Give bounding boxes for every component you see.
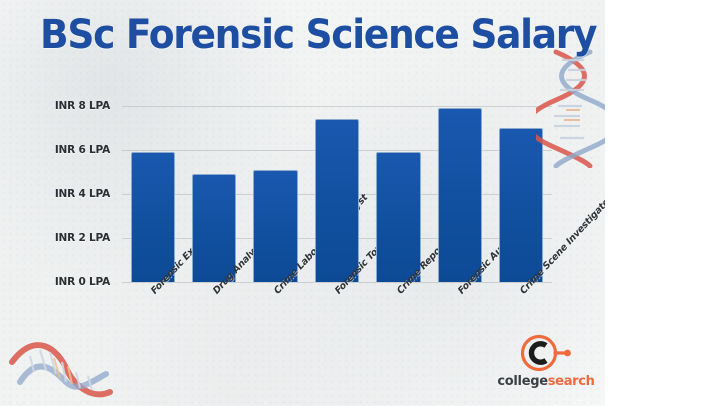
bar <box>253 169 298 282</box>
chart-plot-area: INR 8 LPA INR 6 LPA INR 4 LPA INR 2 LPA INR … <box>55 84 605 297</box>
page-title: BSc Forensic Science Salary <box>40 12 598 58</box>
logo-wordmark: collegesearch <box>492 374 600 389</box>
y-axis-tick-label: INR 2 LPA <box>54 232 110 244</box>
gridline <box>122 282 552 283</box>
logo-word-college: college <box>497 374 548 389</box>
bar <box>130 152 175 282</box>
y-axis-tick-label: INR 6 LPA <box>54 144 110 156</box>
logo-word-search: search <box>547 374 595 389</box>
dna-helix-icon <box>6 336 114 406</box>
y-axis-tick-label: INR 4 LPA <box>54 188 110 200</box>
bar <box>192 174 237 282</box>
bar <box>314 119 360 282</box>
bar <box>499 128 544 282</box>
magnifying-glass-c-icon <box>520 333 572 373</box>
y-axis-tick-label: INR 8 LPA <box>54 100 110 112</box>
salary-chart-poster: BSc Forensic Science Salary <box>0 0 605 406</box>
dna-helix-icon <box>525 48 605 169</box>
y-axis-tick-label: INR 0 LPA <box>54 276 110 288</box>
gridline <box>122 106 552 107</box>
bar <box>376 152 421 282</box>
bar <box>437 108 482 282</box>
collegesearch-logo[interactable]: collegesearch <box>492 333 600 395</box>
